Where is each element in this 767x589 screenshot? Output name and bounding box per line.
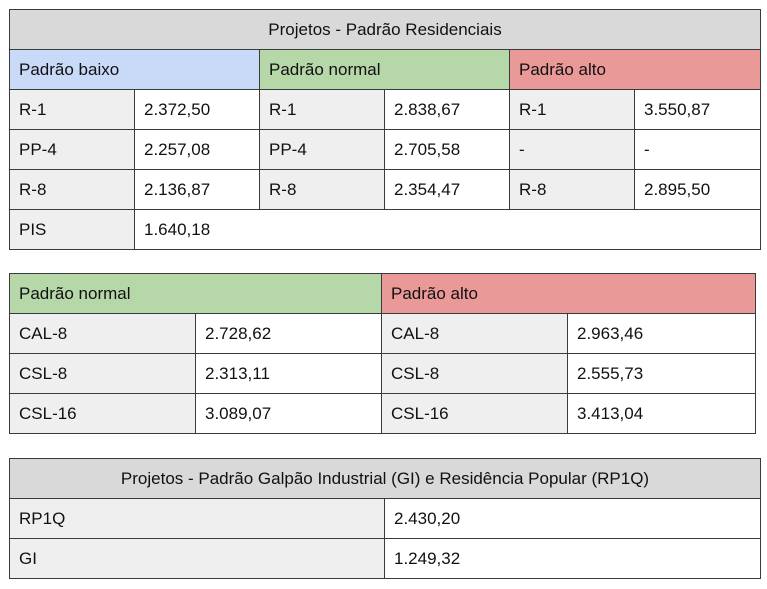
group-header: Padrão normal — [9, 273, 382, 314]
group-header: Padrão alto — [381, 273, 756, 314]
label-cell: CSL-16 — [9, 393, 196, 434]
value-cell: 2.136,87 — [134, 169, 260, 210]
label-cell: CAL-8 — [9, 313, 196, 354]
label-cell: PP-4 — [259, 129, 385, 170]
value-cell: 3.413,04 — [567, 393, 756, 434]
table-title: Projetos - Padrão Galpão Industrial (GI)… — [9, 458, 761, 499]
label-cell: RP1Q — [9, 498, 385, 539]
value-cell: 2.705,58 — [384, 129, 510, 170]
label-cell: R-8 — [509, 169, 635, 210]
value-cell: 2.963,46 — [567, 313, 756, 354]
value-cell: - — [634, 129, 761, 170]
label-cell: R-1 — [509, 89, 635, 130]
group-header: Padrão baixo — [9, 49, 260, 90]
table-title: Projetos - Padrão Residenciais — [9, 9, 761, 50]
label-cell: R-8 — [259, 169, 385, 210]
label-cell: R-1 — [9, 89, 135, 130]
value-cell: 2.728,62 — [195, 313, 382, 354]
label-cell: - — [509, 129, 635, 170]
label-cell: PP-4 — [9, 129, 135, 170]
value-cell: 1.640,18 — [134, 209, 761, 250]
value-cell: 2.313,11 — [195, 353, 382, 394]
label-cell: CSL-8 — [9, 353, 196, 394]
label-cell: GI — [9, 538, 385, 579]
value-cell: 2.555,73 — [567, 353, 756, 394]
label-cell: R-8 — [9, 169, 135, 210]
value-cell: 2.838,67 — [384, 89, 510, 130]
value-cell: 2.895,50 — [634, 169, 761, 210]
label-cell: R-1 — [259, 89, 385, 130]
value-cell: 2.372,50 — [134, 89, 260, 130]
value-cell: 2.430,20 — [384, 498, 761, 539]
value-cell: 1.249,32 — [384, 538, 761, 579]
label-cell: CSL-16 — [381, 393, 568, 434]
value-cell: 2.354,47 — [384, 169, 510, 210]
value-cell: 3.089,07 — [195, 393, 382, 434]
label-cell: PIS — [9, 209, 135, 250]
value-cell: 2.257,08 — [134, 129, 260, 170]
label-cell: CSL-8 — [381, 353, 568, 394]
value-cell: 3.550,87 — [634, 89, 761, 130]
group-header: Padrão normal — [259, 49, 510, 90]
group-header: Padrão alto — [509, 49, 761, 90]
label-cell: CAL-8 — [381, 313, 568, 354]
